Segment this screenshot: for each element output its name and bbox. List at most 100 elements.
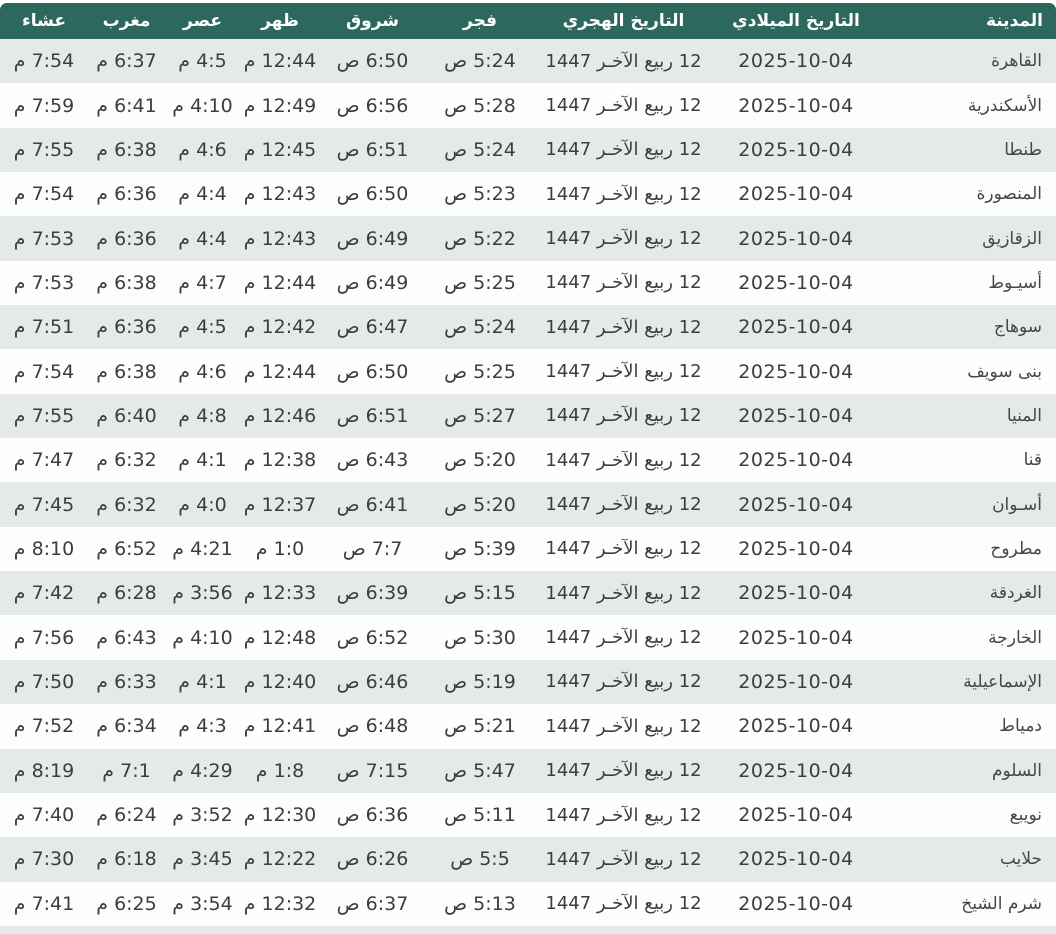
city-cell: أسيـوط [988, 272, 1042, 293]
hijri-date-cell: 12 ربيع الآخـر 1447 [545, 627, 702, 649]
table-row: الخارجة 2025-10-04 12 ربيع الآخـر 1447 5… [0, 615, 1056, 660]
isha-time-cell: 7:30 م [13, 848, 75, 871]
maghrib-time-cell: 6:36 م [96, 227, 157, 250]
city-cell: دمياط [999, 716, 1042, 737]
gregorian-date-cell: 2025-10-04 [738, 94, 854, 117]
city-cell: الزقازيق [982, 228, 1042, 249]
maghrib-time-cell: 6:38 م [96, 360, 157, 383]
gregorian-date-cell: 2025-10-04 [738, 227, 854, 250]
maghrib-time-cell: 6:36 م [96, 316, 157, 339]
gregorian-date-cell: 2025-10-04 [738, 670, 854, 693]
hijri-date-cell: 12 ربيع الآخـر 1447 [545, 50, 702, 72]
table-row: أسـوان 2025-10-04 12 ربيع الآخـر 1447 5:… [0, 482, 1056, 527]
table-row: مطروح 2025-10-04 12 ربيع الآخـر 1447 5:3… [0, 526, 1056, 572]
shurooq-time-cell: 6:51 ص [336, 404, 409, 427]
table-row: طنطا 2025-10-04 12 ربيع الآخـر 1447 5:24… [0, 127, 1056, 173]
city-cell: الإسماعيلية [963, 671, 1042, 692]
shurooq-time-cell: 6:26 ص [336, 848, 409, 871]
isha-time-cell: 8:19 م [13, 759, 75, 782]
asr-time-cell: 4:1 م [178, 670, 227, 693]
fajr-time-cell: 5:5 ص [450, 848, 510, 871]
isha-time-cell: 7:45 م [13, 493, 75, 516]
fajr-time-cell: 5:24 ص [444, 138, 516, 161]
dhuhr-time-cell: 12:30 م [243, 804, 317, 827]
gregorian-date-cell: 2025-10-04 [738, 582, 854, 605]
hijri-date-cell: 12 ربيع الآخـر 1447 [545, 316, 702, 338]
hijri-date-cell: 12 ربيع الآخـر 1447 [545, 715, 702, 737]
hijri-date-cell: 12 ربيع الآخـر 1447 [545, 804, 702, 826]
gregorian-date-cell: 2025-10-04 [738, 360, 854, 383]
asr-time-cell: 4:6 م [178, 138, 227, 161]
shurooq-time-cell: 7:7 ص [342, 537, 403, 560]
dhuhr-time-cell: 12:46 م [243, 404, 317, 427]
city-cell: بنى سويف [967, 361, 1042, 382]
shurooq-time-cell: 6:36 ص [336, 804, 409, 827]
isha-time-cell: 7:54 م [13, 50, 75, 73]
shurooq-time-cell: 6:49 ص [336, 227, 409, 250]
asr-time-cell: 4:10 م [172, 94, 233, 117]
maghrib-time-cell: 6:43 م [96, 626, 157, 649]
hijri-date-cell: 12 ربيع الآخـر 1447 [545, 228, 702, 250]
gregorian-date-cell: 2025-10-04 [738, 892, 854, 915]
maghrib-time-cell: 6:24 م [96, 804, 157, 827]
fajr-time-cell: 5:24 ص [444, 316, 516, 339]
hijri-date-cell: 12 ربيع الآخـر 1447 [545, 538, 702, 560]
asr-time-cell: 3:56 م [172, 582, 233, 605]
header-fajr: فجر [425, 3, 535, 39]
table-row: القاهرة 2025-10-04 12 ربيع الآخـر 1447 5… [0, 39, 1056, 84]
gregorian-date-cell: 2025-10-04 [738, 537, 854, 560]
fajr-time-cell: 5:39 ص [444, 537, 516, 560]
hijri-date-cell: 12 ربيع الآخـر 1447 [545, 893, 702, 915]
gregorian-date-cell: 2025-10-04 [738, 316, 854, 339]
asr-time-cell: 4:8 م [178, 404, 227, 427]
city-cell: طنطا [1004, 139, 1042, 160]
table-row: الغردقة 2025-10-04 12 ربيع الآخـر 1447 5… [0, 571, 1056, 616]
header-asr: عصر [165, 3, 240, 39]
dhuhr-time-cell: 12:40 م [243, 670, 317, 693]
shurooq-time-cell: 6:51 ص [336, 138, 409, 161]
city-cell: سوهاج [993, 317, 1042, 338]
header-maghrib: مغرب [88, 3, 165, 39]
maghrib-time-cell: 6:32 م [96, 449, 157, 472]
isha-time-cell: 7:54 م [13, 360, 75, 383]
hijri-date-cell: 12 ربيع الآخـر 1447 [545, 272, 702, 294]
fajr-time-cell: 5:20 ص [444, 449, 516, 472]
asr-time-cell: 4:7 م [178, 271, 227, 294]
table-row: المنصورة 2025-10-04 12 ربيع الآخـر 1447 … [0, 172, 1056, 217]
gregorian-date-cell: 2025-10-04 [738, 759, 854, 782]
hijri-date-cell: 12 ربيع الآخـر 1447 [545, 405, 702, 427]
asr-time-cell: 4:21 م [172, 537, 233, 560]
shurooq-time-cell: 6:39 ص [336, 582, 409, 605]
table-body: القاهرة 2025-10-04 12 ربيع الآخـر 1447 5… [0, 39, 1056, 926]
hijri-date-cell: 12 ربيع الآخـر 1447 [545, 139, 702, 161]
isha-time-cell: 7:59 م [13, 94, 75, 117]
maghrib-time-cell: 6:34 م [96, 715, 157, 738]
table-row: سوهاج 2025-10-04 12 ربيع الآخـر 1447 5:2… [0, 305, 1056, 350]
asr-time-cell: 4:5 م [178, 316, 227, 339]
city-cell: المنيا [1006, 405, 1042, 426]
fajr-time-cell: 5:11 ص [444, 804, 516, 827]
hijri-date-cell: 12 ربيع الآخـر 1447 [545, 848, 702, 870]
asr-time-cell: 4:0 م [178, 493, 227, 516]
isha-time-cell: 7:42 م [13, 582, 75, 605]
gregorian-date-cell: 2025-10-04 [738, 183, 854, 206]
fajr-time-cell: 5:28 ص [444, 94, 516, 117]
asr-time-cell: 4:10 م [172, 626, 233, 649]
shurooq-time-cell: 6:56 ص [336, 94, 409, 117]
isha-time-cell: 7:52 م [13, 715, 75, 738]
isha-time-cell: 7:41 م [13, 892, 75, 915]
fajr-time-cell: 5:24 ص [444, 50, 516, 73]
table-header: المدينة التاريخ الميلادي التاريخ الهجري … [0, 3, 1056, 39]
dhuhr-time-cell: 12:45 م [243, 138, 317, 161]
table-row: المنيا 2025-10-04 12 ربيع الآخـر 1447 5:… [0, 393, 1056, 439]
shurooq-time-cell: 6:37 ص [336, 892, 409, 915]
table-row: السلوم 2025-10-04 12 ربيع الآخـر 1447 5:… [0, 748, 1056, 793]
dhuhr-time-cell: 12:44 م [243, 271, 317, 294]
hijri-date-cell: 12 ربيع الآخـر 1447 [545, 671, 702, 693]
fajr-time-cell: 5:19 ص [444, 670, 516, 693]
table-row: الزقازيق 2025-10-04 12 ربيع الآخـر 1447 … [0, 216, 1056, 261]
header-isha: عشاء [0, 3, 88, 39]
maghrib-time-cell: 6:38 م [96, 271, 157, 294]
isha-time-cell: 7:50 م [13, 670, 75, 693]
shurooq-time-cell: 6:43 ص [336, 449, 409, 472]
